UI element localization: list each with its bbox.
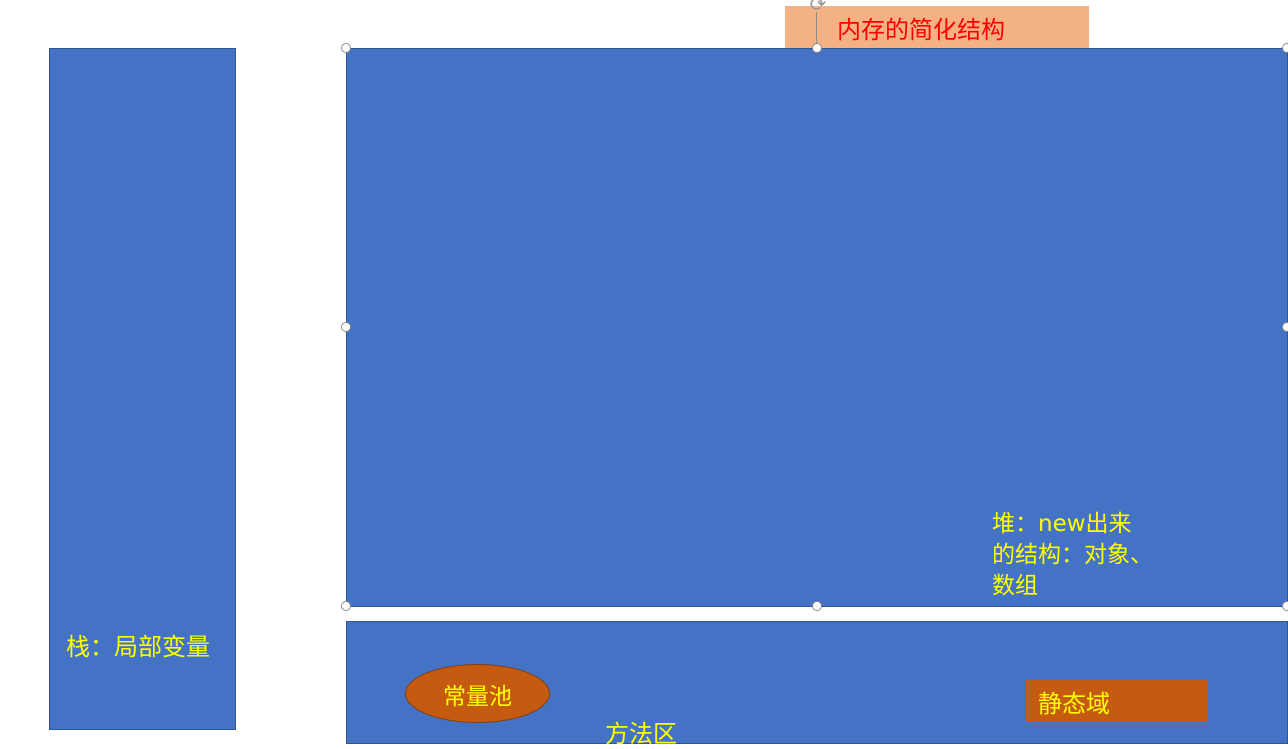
resize-handle-icon[interactable] bbox=[1282, 601, 1288, 611]
heap-label-line-3: 数组 bbox=[992, 573, 1038, 599]
heap-block[interactable]: 堆：new出来 的结构：对象、 数组 bbox=[346, 48, 1288, 607]
stack-block[interactable]: 栈：局部变量 bbox=[49, 48, 236, 730]
constant-pool-label: 常量池 bbox=[443, 683, 512, 710]
heap-label-line-2: 的结构：对象、 bbox=[992, 542, 1153, 568]
method-area-block[interactable]: 常量池 静态域 方法区 bbox=[346, 621, 1288, 748]
heap-label: 堆：new出来 的结构：对象、 数组 bbox=[992, 509, 1182, 602]
heap-label-line-1: 堆：new出来 bbox=[992, 511, 1132, 537]
resize-handle-icon[interactable] bbox=[341, 322, 351, 332]
rotate-handle-connector bbox=[816, 12, 817, 44]
static-field-box[interactable]: 静态域 bbox=[1026, 680, 1208, 722]
stack-label: 栈：局部变量 bbox=[66, 633, 210, 661]
method-area-label: 方法区 bbox=[605, 720, 677, 748]
static-field-label: 静态域 bbox=[1038, 689, 1110, 718]
title-box[interactable]: 内存的简化结构 bbox=[785, 6, 1089, 48]
resize-handle-icon[interactable] bbox=[1282, 43, 1288, 53]
resize-handle-icon[interactable] bbox=[341, 43, 351, 53]
resize-handle-icon[interactable] bbox=[812, 601, 822, 611]
resize-handle-icon[interactable] bbox=[341, 601, 351, 611]
diagram-title: 内存的简化结构 bbox=[837, 16, 1005, 44]
rotate-handle-icon[interactable]: ⟳ bbox=[809, 0, 827, 16]
resize-handle-icon[interactable] bbox=[1282, 322, 1288, 332]
constant-pool-ellipse[interactable]: 常量池 bbox=[405, 664, 550, 723]
resize-handle-icon[interactable] bbox=[812, 43, 822, 53]
